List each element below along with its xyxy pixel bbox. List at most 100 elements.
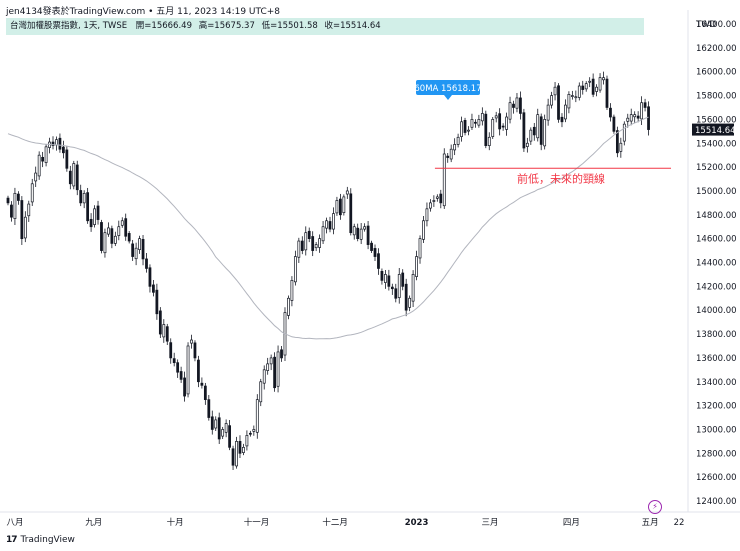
candle-body — [16, 193, 20, 201]
candle-body — [124, 218, 128, 237]
candle-body — [401, 272, 405, 287]
candle-body — [622, 123, 626, 142]
candle-body — [370, 242, 373, 251]
candle-body — [107, 227, 110, 235]
candle-body — [55, 139, 58, 146]
legend-symbol[interactable]: 台灣加權股票指數, 1天, TWSE — [10, 21, 128, 31]
candle-body — [543, 119, 547, 147]
price-tick-label: 15800.00 — [696, 92, 737, 102]
candle-body — [519, 97, 522, 114]
candle-body — [380, 270, 384, 281]
price-tick-label: 14600.00 — [696, 235, 737, 245]
legend-low: 低=15501.58 — [261, 21, 318, 31]
candle-body — [152, 284, 155, 293]
candle-body — [235, 441, 238, 467]
footer-brand[interactable]: TradingView — [20, 535, 75, 545]
candle-body — [82, 192, 86, 204]
candle-body — [515, 97, 519, 109]
candle-body — [41, 156, 45, 162]
candle-body — [415, 256, 418, 277]
price-tick-label: 16200.00 — [696, 44, 737, 54]
candle-body — [366, 225, 370, 245]
candle-body — [269, 357, 273, 365]
candle-body — [557, 85, 560, 120]
candle-body — [643, 102, 647, 108]
candle-body — [387, 275, 391, 287]
price-tick-label: 14000.00 — [696, 306, 737, 316]
candle-body — [460, 121, 463, 137]
price-tick-label: 12600.00 — [696, 473, 737, 483]
candle-body — [117, 226, 121, 236]
candle-body — [203, 385, 207, 400]
candle-body — [494, 115, 498, 119]
candle-body — [10, 204, 13, 218]
candle-body — [62, 146, 65, 154]
candle-body — [332, 213, 335, 230]
price-tick-label: 13400.00 — [696, 378, 737, 388]
candle-body — [141, 239, 145, 260]
candle-body — [598, 77, 602, 91]
candle-body — [373, 248, 377, 257]
time-tick-label: 三月 — [482, 518, 499, 528]
candle-body — [456, 136, 460, 145]
candle-body — [591, 78, 595, 95]
candle-body — [221, 429, 225, 437]
candle-body — [172, 358, 176, 364]
price-tick-label: 16000.00 — [696, 68, 737, 78]
candle-body — [242, 446, 245, 453]
candle-body — [176, 362, 180, 373]
candle-body — [186, 345, 190, 395]
time-tick-label: 十二月 — [322, 517, 348, 528]
candle-body — [498, 113, 502, 130]
candle-body — [252, 429, 256, 432]
candle-body — [300, 240, 304, 251]
candle-body — [158, 310, 162, 335]
candle-body — [103, 232, 107, 254]
price-tick-label: 15400.00 — [696, 139, 737, 149]
candle-body — [217, 417, 221, 440]
candle-body — [314, 244, 318, 249]
candle-body — [183, 377, 186, 397]
candle-body — [636, 115, 640, 119]
candle-body — [165, 326, 169, 342]
time-tick-label: 五月 — [642, 518, 659, 528]
candle-body — [200, 382, 204, 386]
candle-body — [27, 203, 31, 217]
candle-body — [626, 117, 630, 122]
time-tick-label: 十月 — [167, 517, 184, 528]
candle-body — [162, 324, 166, 338]
price-tick-label: 16400.00 — [696, 20, 737, 30]
candle-body — [418, 238, 422, 259]
candle-body — [647, 106, 650, 130]
candle-body — [65, 149, 69, 169]
candle-body — [570, 95, 574, 97]
candle-body — [422, 220, 425, 240]
legend-open: 開=15666.49 — [135, 21, 192, 31]
candle-body — [37, 154, 41, 177]
candle-body — [525, 142, 529, 147]
candle-body — [512, 103, 515, 108]
candle-body — [408, 297, 412, 308]
price-tick-label: 15600.00 — [696, 115, 737, 125]
candle-body — [51, 141, 55, 146]
time-tick-label: 22 — [674, 518, 685, 528]
price-tick-label: 12400.00 — [696, 497, 737, 507]
candle-body — [255, 399, 259, 433]
candle-body — [484, 113, 488, 146]
price-tick-label: 12800.00 — [696, 449, 737, 459]
candle-body — [432, 200, 436, 202]
time-tick-label: 2023 — [405, 518, 429, 528]
moving-average-line — [7, 116, 649, 340]
candle-body — [325, 220, 328, 229]
candle-body — [304, 232, 308, 251]
tradingview-logo-icon[interactable]: 17 — [6, 535, 17, 545]
candle-body — [359, 228, 363, 240]
last-price-badge — [692, 123, 734, 136]
candle-body — [248, 432, 252, 435]
time-tick-label: 十一月 — [244, 517, 270, 528]
alert-icon[interactable]: ⚡ — [648, 500, 662, 514]
candle-body — [487, 136, 491, 146]
candle-body — [169, 342, 173, 359]
candle-body — [352, 226, 356, 236]
